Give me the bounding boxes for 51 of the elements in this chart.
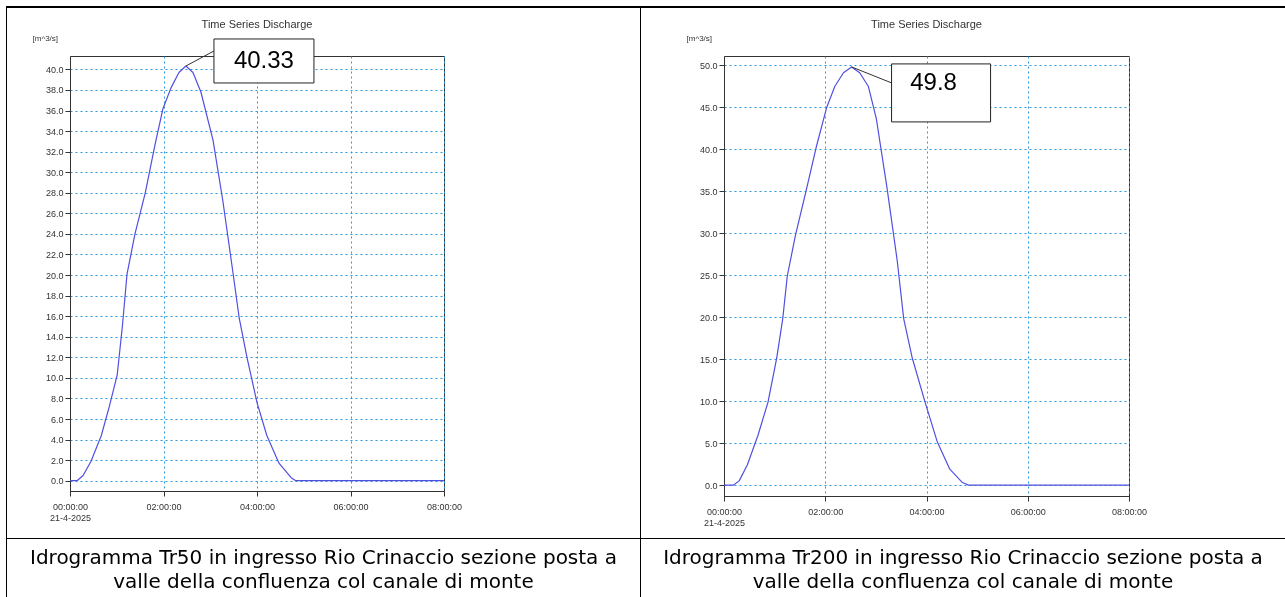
y-tick-label: 8.0 bbox=[50, 393, 64, 404]
y-tick-label: 24.0 bbox=[45, 229, 64, 240]
y-tick-label: 10.0 bbox=[45, 373, 64, 384]
y-tick-label: 32.0 bbox=[45, 147, 64, 158]
chart-title: Time Series Discharge bbox=[871, 18, 982, 30]
y-tick-label: 50.0 bbox=[699, 60, 718, 71]
y-tick-label: 30.0 bbox=[45, 167, 64, 178]
y-tick-label: 28.0 bbox=[45, 188, 64, 199]
y-tick-label: 26.0 bbox=[45, 208, 64, 219]
x-tick-label: 02:00:00 bbox=[808, 506, 844, 517]
x-tick-label: 04:00:00 bbox=[909, 506, 945, 517]
y-axis-title: [m^3/s] bbox=[32, 33, 59, 43]
y-tick-label: 15.0 bbox=[699, 354, 718, 365]
x-tick-label: 06:00:00 bbox=[333, 501, 369, 512]
y-tick-label: 40.0 bbox=[699, 144, 718, 155]
y-tick-label: 14.0 bbox=[45, 332, 64, 343]
y-tick-label: 18.0 bbox=[45, 291, 64, 302]
y-axis-title: [m^3/s] bbox=[686, 33, 713, 43]
y-tick-label: 10.0 bbox=[699, 396, 718, 407]
x-tick-label: 08:00:00 bbox=[1111, 506, 1148, 517]
x-tick-label: 02:00:00 bbox=[146, 501, 182, 512]
y-tick-label: 34.0 bbox=[45, 126, 64, 137]
x-tick-label: 00:00:00 21-4-2025 bbox=[703, 506, 746, 528]
text: Idrogramma Tr50 in ingresso Rio Crinaccio sezione posta a valle della confluenza col canale di monte bbox=[7, 539, 641, 597]
annotation: 49.8 bbox=[910, 67, 957, 95]
y-tick-label: 38.0 bbox=[45, 85, 64, 96]
y-tick-label: 2.0 bbox=[50, 455, 64, 466]
y-tick-label: 4.0 bbox=[50, 435, 64, 446]
y-tick-label: 20.0 bbox=[699, 312, 718, 323]
x-tick-label: 06:00:00 bbox=[1010, 506, 1046, 517]
line-series bbox=[723, 66, 1130, 486]
y-tick-label: 6.0 bbox=[50, 414, 64, 425]
y-tick-label: 35.0 bbox=[699, 186, 718, 197]
y-tick-label: 5.0 bbox=[704, 438, 718, 449]
y-tick-label: 22.0 bbox=[45, 249, 64, 260]
y-tick-label: 30.0 bbox=[699, 228, 718, 239]
y-tick-label: 25.0 bbox=[699, 270, 718, 281]
y-tick-label: 40.0 bbox=[45, 64, 64, 75]
x-tick-label: 00:00:00 21-4-2025 bbox=[49, 501, 92, 523]
chart-title: Time Series Discharge bbox=[201, 18, 313, 30]
x-tick-label: 08:00:00 bbox=[426, 501, 463, 512]
y-tick-label: 0.0 bbox=[704, 480, 718, 491]
y-tick-label: 0.0 bbox=[50, 476, 64, 487]
annotation: 40.33 bbox=[233, 45, 294, 73]
y-tick-label: 36.0 bbox=[45, 106, 64, 116]
y-tick-label: 16.0 bbox=[45, 311, 64, 322]
text: Idrogramma Tr200 in ingresso Rio Crinaccio sezione posta a valle della confluenza col canale di monte bbox=[641, 539, 1285, 597]
y-tick-label: 12.0 bbox=[45, 352, 64, 363]
y-tick-label: 20.0 bbox=[45, 270, 64, 281]
x-tick-label: 04:00:00 bbox=[239, 501, 276, 512]
y-tick-label: 45.0 bbox=[699, 102, 718, 113]
